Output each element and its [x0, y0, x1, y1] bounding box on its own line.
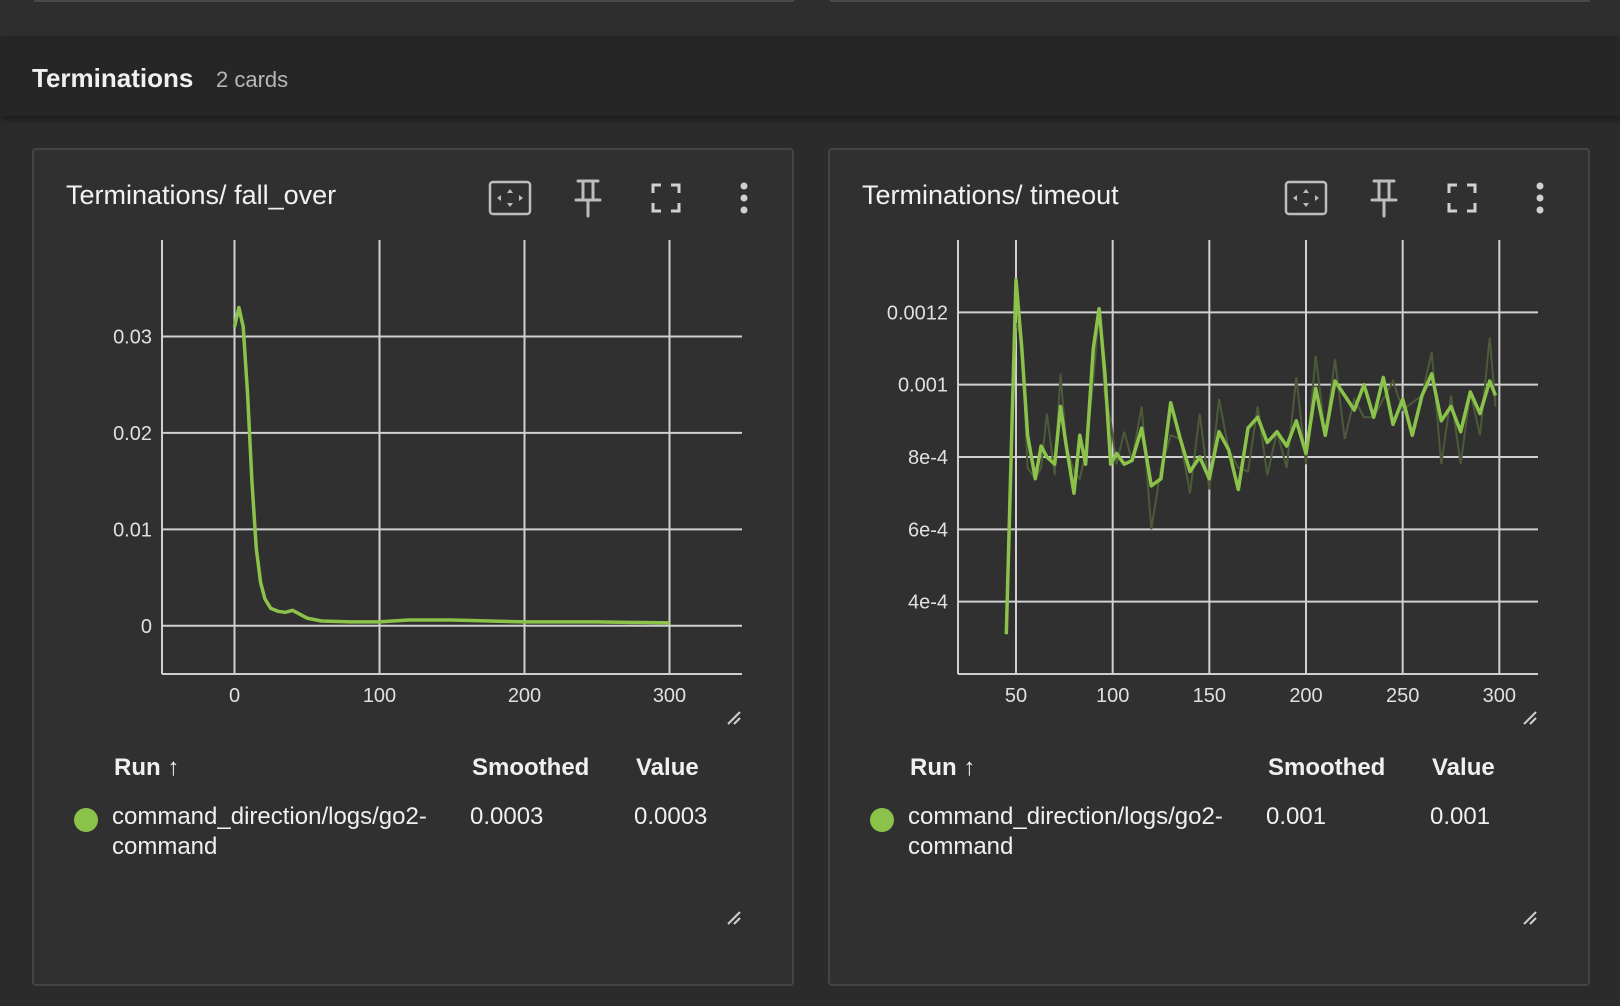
fullscreen-icon	[651, 183, 681, 213]
pin-button[interactable]	[1360, 176, 1408, 220]
y-tick-label: 6e-4	[908, 519, 948, 541]
smoothed-column-header[interactable]: Smoothed	[472, 754, 590, 781]
smoothed-value: 0.001	[1266, 803, 1327, 830]
pin-icon	[574, 179, 602, 218]
smoothed-series-line	[1004, 278, 1498, 635]
y-tick-label: 0.0012	[887, 302, 948, 324]
pin-icon	[1370, 179, 1398, 218]
resize-chart-icon[interactable]	[726, 710, 742, 726]
run-name: command_direction/logs/go2- command	[908, 803, 1223, 860]
x-tick-label: 150	[1193, 685, 1226, 707]
section-title: Terminations	[32, 63, 194, 93]
card-title: Terminations/ fall_over	[66, 180, 337, 210]
x-tick-label: 300	[1483, 685, 1516, 707]
raw-series-line	[1005, 308, 1497, 635]
card-title: Terminations/ timeout	[862, 180, 1119, 210]
pin-button[interactable]	[564, 176, 612, 220]
smoothed-value: 0.0003	[470, 803, 544, 830]
fit-domain-button[interactable]	[486, 176, 534, 220]
raw-value: 0.001	[1430, 803, 1491, 830]
smoothed-column-header[interactable]: Smoothed	[1268, 754, 1386, 781]
fit-domain-icon	[1284, 180, 1328, 216]
more-options-button[interactable]	[1516, 176, 1564, 220]
previous-section-strip	[0, 0, 1620, 38]
resize-card-icon[interactable]	[726, 910, 742, 926]
y-tick-label: 0.02	[113, 423, 152, 445]
raw-value: 0.0003	[634, 803, 708, 830]
value-column-header[interactable]: Value	[1432, 754, 1495, 781]
fit-domain-icon	[488, 180, 532, 216]
resize-chart-icon[interactable]	[1522, 710, 1538, 726]
y-tick-label: 8e-4	[908, 447, 948, 469]
fullscreen-icon	[1447, 183, 1477, 213]
value-column-header[interactable]: Value	[636, 754, 699, 781]
x-tick-label: 100	[1096, 685, 1129, 707]
run-column-header[interactable]: Run ↑	[910, 754, 976, 781]
chart-card: Terminations/ timeout 50 100 150 200 250 300 4…	[828, 148, 1590, 986]
section-header[interactable]: Terminations 2 cards	[0, 36, 1620, 116]
raw-series-line	[233, 307, 670, 624]
x-tick-label: 300	[653, 685, 686, 707]
chart-card: Terminations/ fall_over 0 100 200 300 0 0.01 0…	[32, 148, 794, 986]
x-tick-label: 250	[1386, 685, 1419, 707]
previous-card-edge	[34, 0, 794, 2]
smoothed-series-line	[232, 305, 670, 625]
fit-domain-button[interactable]	[1282, 176, 1330, 220]
line-chart[interactable]: 0 100 200 300 0 0.01 0.02 0.03	[34, 150, 796, 750]
y-tick-label: 0.01	[113, 519, 152, 541]
y-tick-label: 0	[141, 616, 152, 638]
x-tick-label: 200	[1289, 685, 1322, 707]
y-tick-label: 0.001	[898, 375, 948, 397]
y-tick-label: 0.03	[113, 326, 152, 348]
line-chart[interactable]: 50 100 150 200 250 300 4e-4 6e-4 8e-4 0.001 0.0012	[830, 150, 1592, 750]
x-tick-label: 200	[508, 685, 541, 707]
resize-card-icon[interactable]	[1522, 910, 1538, 926]
more-options-button[interactable]	[720, 176, 768, 220]
run-column-header[interactable]: Run ↑	[114, 754, 180, 781]
run-color-dot	[74, 808, 98, 832]
more-vert-icon	[1536, 182, 1544, 214]
previous-card-edge	[830, 0, 1590, 2]
more-vert-icon	[740, 182, 748, 214]
run-color-dot	[870, 808, 894, 832]
x-tick-label: 100	[363, 685, 396, 707]
x-tick-label: 50	[1005, 685, 1027, 707]
fullscreen-button[interactable]	[642, 176, 690, 220]
x-tick-label: 0	[229, 685, 240, 707]
run-name: command_direction/logs/go2- command	[112, 803, 427, 860]
y-tick-label: 4e-4	[908, 592, 948, 614]
section-card-count: 2 cards	[216, 67, 289, 92]
fullscreen-button[interactable]	[1438, 176, 1486, 220]
